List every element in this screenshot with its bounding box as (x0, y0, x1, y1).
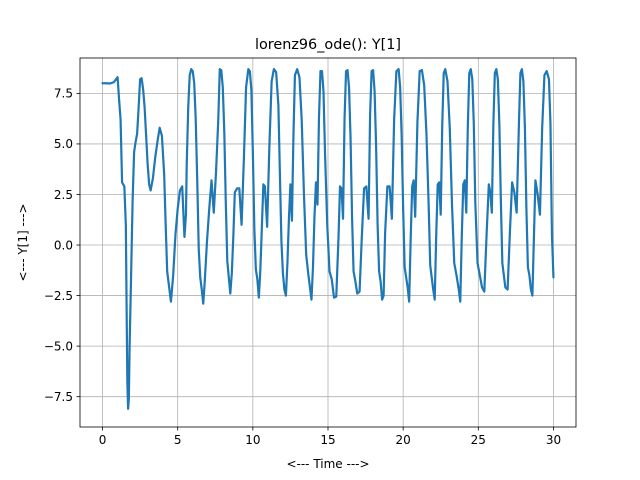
x-tick-label: 5 (174, 433, 182, 447)
y-tick-label: 0.0 (54, 238, 73, 252)
x-tick-label: 25 (471, 433, 486, 447)
x-tick-label: 10 (245, 433, 260, 447)
chart-title: lorenz96_ode(): Y[1] (255, 37, 401, 53)
y-tick-label: 2.5 (54, 188, 73, 202)
x-tick-label: 30 (546, 433, 561, 447)
plot-area (101, 68, 555, 410)
y-tick-label: 5.0 (54, 137, 73, 151)
x-tick-label: 15 (320, 433, 335, 447)
y-tick-label: −5.0 (44, 339, 73, 353)
x-axis: 0 5 10 15 20 25 30 (99, 427, 561, 447)
series-line (101, 68, 555, 410)
y-tick-label: −2.5 (44, 289, 73, 303)
x-tick-label: 0 (99, 433, 107, 447)
y-tick-label: 7.5 (54, 87, 73, 101)
x-axis-label: <--- Time ---> (286, 457, 369, 471)
y-axis-label: <--- Y[1] ---> (16, 203, 30, 281)
y-tick-label: −7.5 (44, 390, 73, 404)
x-tick-label: 20 (396, 433, 411, 447)
y-axis: −7.5 −5.0 −2.5 0.0 2.5 5.0 7.5 (44, 87, 80, 404)
